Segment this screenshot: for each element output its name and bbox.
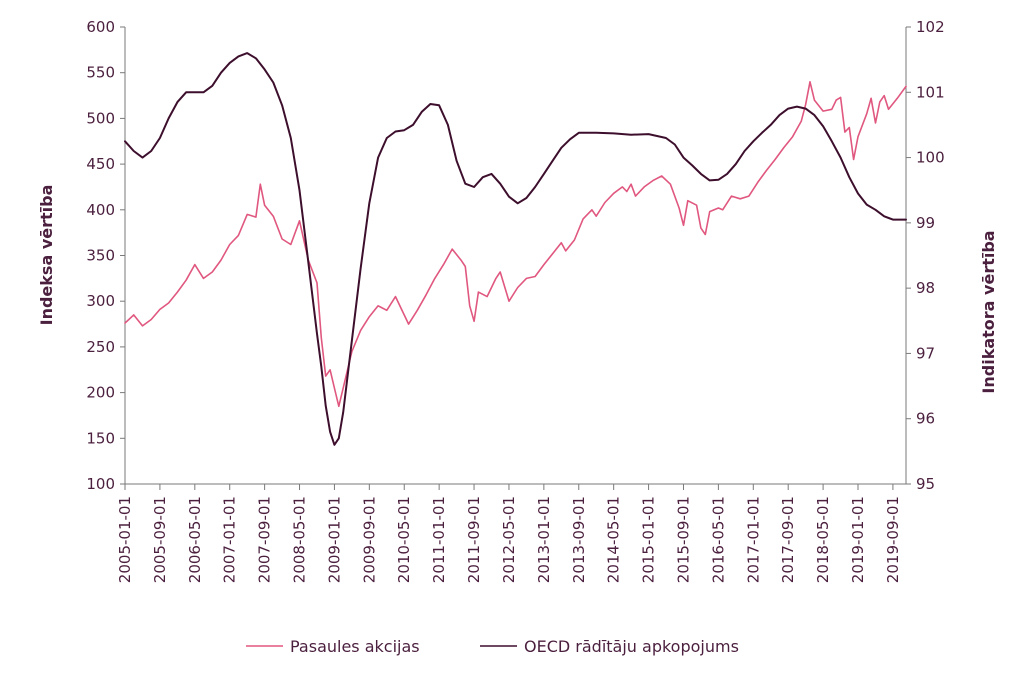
x-tick-label: 2006-05-01 bbox=[186, 496, 204, 583]
x-tick-label: 2011-09-01 bbox=[465, 496, 483, 583]
right-tick-label: 97 bbox=[916, 344, 935, 362]
x-tick-label: 2011-01-01 bbox=[430, 496, 448, 583]
x-tick-label: 2017-09-01 bbox=[779, 496, 797, 583]
left-tick-label: 300 bbox=[86, 292, 115, 310]
x-tick-label: 2014-05-01 bbox=[605, 496, 623, 583]
right-tick-label: 98 bbox=[916, 279, 935, 297]
left-tick-label: 350 bbox=[86, 247, 115, 265]
x-tick-label: 2015-01-01 bbox=[640, 496, 658, 583]
left-tick-label: 150 bbox=[86, 429, 115, 447]
series-line-oecd bbox=[124, 52, 907, 446]
legend: Pasaules akcijas OECD rādītāju apkopojum… bbox=[246, 637, 739, 656]
x-tick-label: 2007-09-01 bbox=[256, 496, 274, 583]
left-tick-label: 600 bbox=[86, 18, 115, 36]
left-tick-label: 100 bbox=[86, 475, 115, 493]
x-tick-label: 2013-01-01 bbox=[535, 496, 553, 583]
x-tick-label: 2009-01-01 bbox=[325, 496, 343, 583]
x-tick-label: 2007-01-01 bbox=[221, 496, 239, 583]
right-axis-title: Indikatora vērtība bbox=[979, 230, 998, 393]
legend-label-pasaules-akcijas: Pasaules akcijas bbox=[290, 637, 420, 656]
x-tick-label: 2019-09-01 bbox=[884, 496, 902, 583]
left-tick-label: 450 bbox=[86, 155, 115, 173]
left-tick-label: 400 bbox=[86, 201, 115, 219]
x-tick-label: 2008-05-01 bbox=[291, 496, 309, 583]
series-layer bbox=[124, 52, 907, 446]
x-tick-label: 2013-09-01 bbox=[570, 496, 588, 583]
x-tick-label: 2019-01-01 bbox=[849, 496, 867, 583]
x-tick-label: 2016-05-01 bbox=[709, 496, 727, 583]
right-tick-label: 100 bbox=[916, 149, 945, 167]
left-tick-label: 550 bbox=[86, 64, 115, 82]
right-tick-label: 102 bbox=[916, 18, 945, 36]
x-tick-label: 2012-05-01 bbox=[500, 496, 518, 583]
left-tick-label: 200 bbox=[86, 384, 115, 402]
series-line-pasaules-akcijas bbox=[124, 81, 907, 408]
left-tick-label: 500 bbox=[86, 109, 115, 127]
x-tick-label: 2015-09-01 bbox=[674, 496, 692, 583]
x-tick-label: 2018-05-01 bbox=[814, 496, 832, 583]
legend-label-oecd: OECD rādītāju apkopojums bbox=[524, 637, 739, 656]
right-tick-label: 95 bbox=[916, 475, 935, 493]
x-tick-label: 2005-01-01 bbox=[116, 496, 134, 583]
x-tick-label: 2009-09-01 bbox=[360, 496, 378, 583]
right-tick-label: 96 bbox=[916, 410, 935, 428]
x-tick-label: 2005-09-01 bbox=[151, 496, 169, 583]
x-tick-label: 2017-01-01 bbox=[744, 496, 762, 583]
right-tick-label: 99 bbox=[916, 214, 935, 232]
axes-layer: 100 150 200 250 300 350 400 450 500 550 600 95 96 97 9… bbox=[86, 18, 944, 583]
x-tick-label: 2010-05-01 bbox=[395, 496, 413, 583]
left-axis-title: Indeksa vērtība bbox=[37, 185, 56, 326]
right-tick-label: 101 bbox=[916, 83, 945, 101]
left-tick-label: 250 bbox=[86, 338, 115, 356]
